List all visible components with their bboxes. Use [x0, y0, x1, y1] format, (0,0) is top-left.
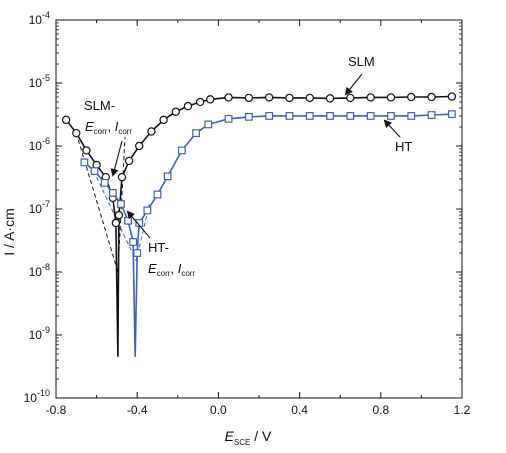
ht-series-label: HT	[395, 139, 412, 154]
data-point-slm	[427, 92, 436, 102]
data-point-ht	[204, 120, 213, 129]
y-tick-label: 10-8	[29, 262, 50, 279]
slm-series-label: SLM	[348, 54, 375, 69]
data-point-ht	[407, 112, 416, 120]
data-point-slm	[285, 93, 294, 103]
y-tick-label: 10-9	[29, 325, 50, 342]
data-point-ht	[124, 216, 132, 225]
data-point-slm	[325, 94, 335, 103]
data-point-ht	[80, 158, 89, 167]
data-point-ht	[305, 112, 314, 120]
ht-label-arrow	[383, 119, 401, 138]
x-axis-title-main: E	[225, 428, 235, 444]
data-point-slm	[114, 210, 124, 220]
series-line-ht	[83, 113, 452, 357]
data-point-ht	[326, 112, 334, 120]
x-tick-label: 0.4	[291, 403, 308, 417]
data-point-slm	[72, 128, 81, 138]
data-point-ht	[108, 189, 117, 197]
slm-corr-e-sub: corr	[94, 127, 108, 136]
y-tick-label: 10-7	[29, 199, 50, 216]
x-axis-title: ESCE / V	[225, 428, 272, 447]
data-point-ht	[90, 167, 99, 175]
data-point-ht	[177, 146, 186, 155]
y-tick-label: 10-4	[29, 10, 50, 27]
ht-corr-e-sub: corr	[157, 269, 171, 278]
data-point-ht	[427, 111, 436, 119]
data-point-slm	[407, 92, 416, 102]
data-point-slm	[224, 93, 233, 102]
data-point-slm	[183, 101, 193, 111]
data-point-slm	[346, 93, 355, 103]
data-point-ht	[387, 112, 395, 120]
slm-corr-i-sub: corr	[118, 127, 132, 136]
data-point-ht	[100, 178, 109, 187]
x-tick-label: 0.0	[210, 403, 227, 417]
data-point-slm	[244, 93, 254, 103]
data-point-slm	[61, 115, 71, 125]
ht-corr-sep: ,	[170, 261, 177, 276]
data-point-ht	[346, 112, 355, 120]
x-tick-label: -0.4	[127, 403, 148, 417]
y-axis-title: I / A·cm	[1, 208, 17, 255]
slm-corr-arrow	[110, 140, 123, 177]
data-point-slm	[117, 172, 127, 182]
y-tick-label: 10-5	[29, 73, 50, 90]
ht-corr-params: Ecorr, Icorr	[148, 261, 195, 278]
data-point-slm	[82, 146, 91, 155]
y-tick-label: 10-10	[24, 388, 50, 405]
data-point-ht	[153, 190, 162, 199]
data-point-ht	[366, 112, 375, 120]
tafel-line-ht	[96, 176, 137, 262]
data-point-slm	[159, 115, 168, 125]
ht-corr-i: I	[178, 261, 182, 276]
slm-corr-i: I	[115, 119, 119, 134]
data-point-slm	[305, 93, 314, 103]
data-point-ht	[192, 129, 200, 138]
data-point-slm	[366, 93, 375, 102]
slm-corr-sep: ,	[107, 119, 114, 134]
slm-label-arrow	[344, 73, 363, 96]
ht-corr-e: E	[148, 261, 157, 276]
x-axis-title-sub: SCE	[234, 438, 250, 447]
data-point-slm	[171, 107, 180, 116]
y-tick-label: 10-6	[29, 136, 50, 153]
data-point-ht	[117, 200, 125, 208]
data-point-ht	[143, 206, 152, 215]
ht-corr-arrow	[126, 210, 151, 239]
data-point-slm	[111, 218, 121, 228]
axes: -0.8 -0.4 0.0 0.4 0.8 1.2 10-10 10-9 10-8 10-7 10-…	[24, 10, 471, 417]
data-point-slm	[135, 141, 144, 151]
data-point-slm	[264, 93, 274, 102]
x-axis-title-unit: / V	[250, 428, 272, 444]
slm-corr-e: E	[85, 119, 94, 134]
x-tick-label: -0.8	[46, 403, 67, 417]
data-point-slm	[195, 97, 205, 107]
data-point-ht	[265, 112, 274, 120]
data-point-slm	[386, 93, 396, 102]
data-point-ht	[163, 172, 172, 181]
data-point-slm	[124, 156, 134, 166]
x-tick-label: 1.2	[454, 403, 471, 417]
data-point-ht	[133, 249, 142, 257]
series-layer	[61, 92, 457, 357]
data-point-ht	[447, 110, 456, 119]
tafel-line-slm	[75, 132, 119, 273]
data-point-ht	[129, 238, 138, 246]
ht-corr-i-sub: corr	[181, 269, 195, 278]
data-point-ht	[224, 114, 233, 123]
data-point-ht	[244, 112, 253, 121]
data-point-slm	[147, 127, 156, 136]
data-point-slm	[206, 95, 215, 104]
data-point-ht	[285, 112, 294, 120]
slm-corr-title: SLM-	[84, 98, 115, 113]
data-point-slm	[447, 92, 457, 101]
slm-corr-params: Ecorr, Icorr	[85, 119, 132, 136]
x-tick-label: 0.8	[372, 403, 389, 417]
ht-corr-title: HT-	[148, 240, 169, 255]
data-point-ht	[135, 219, 144, 227]
